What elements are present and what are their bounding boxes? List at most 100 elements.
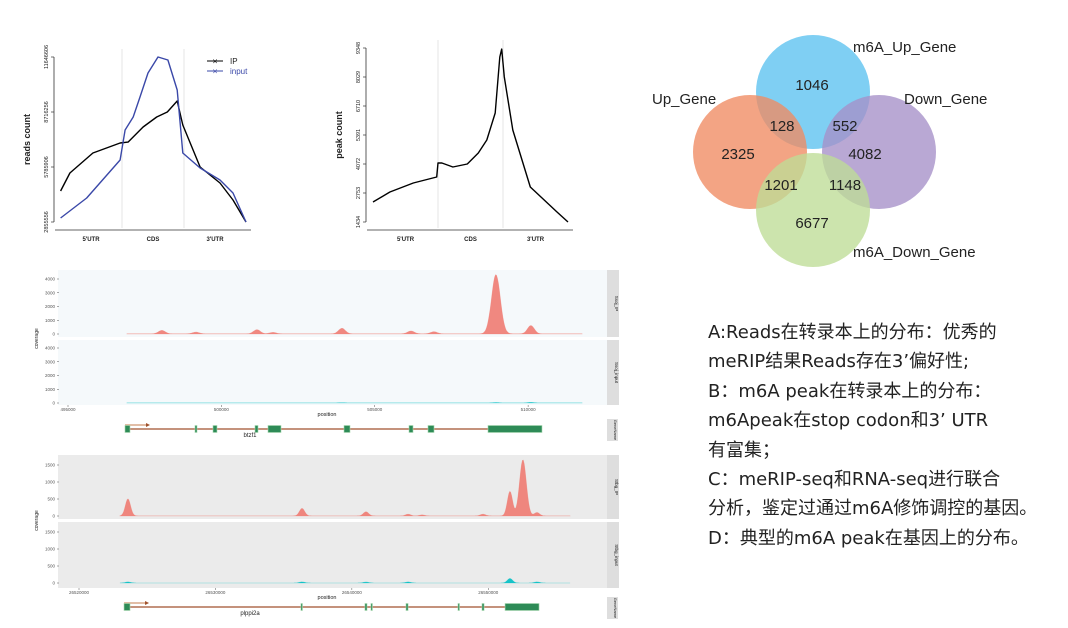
strand-arrowhead-icon (145, 423, 150, 427)
venn-count: 1046 (795, 77, 828, 94)
coverage-area-Stbg_input (119, 578, 571, 584)
y-tick-label: 8029 (356, 71, 362, 83)
y-tick-label: 0 (52, 401, 55, 406)
venn-count: 4082 (848, 146, 881, 163)
venn-overlap-count: 1201 (764, 177, 797, 194)
exon (405, 603, 409, 611)
y-tick-label: 2000 (45, 304, 56, 309)
caption-line: C：meRIP-seq和RNA-seq进行联合 (708, 468, 1001, 490)
exon (300, 603, 303, 611)
y-tick-label: 4072 (356, 158, 362, 170)
caption-line: D：典型的m6A peak在基因上的分布。 (708, 527, 1029, 549)
exon (194, 425, 198, 433)
y-tick-label: 3000 (45, 359, 56, 364)
y-tick-label: 1434 (356, 216, 362, 228)
exon (457, 603, 460, 611)
venn-count: 6677 (795, 215, 828, 232)
exon (267, 425, 282, 433)
strand-arrowhead-icon (145, 601, 150, 605)
caption-line: 有富集； (708, 439, 780, 461)
exon (427, 425, 435, 433)
y-tick-label: 5785906 (44, 156, 50, 177)
y-tick-label: 1500 (45, 530, 56, 535)
y-axis-label: reads count (22, 114, 32, 165)
y-tick-label: 6710 (356, 100, 362, 112)
exon (487, 425, 543, 433)
y-tick-label: 500 (47, 497, 55, 502)
gene-name-label: btzf1 (243, 433, 257, 439)
series-line-peak (372, 48, 569, 223)
caption-line: meRIP结果Reads存在3’偏好性; (708, 351, 970, 373)
x-tick-label: 510000 (521, 407, 537, 412)
x-category-label: 5'UTR (397, 237, 415, 243)
venn-set-label: Down_Gene (904, 91, 987, 108)
y-axis-label: coverage (34, 328, 40, 349)
x-tick-label: 505000 (367, 407, 383, 412)
gene-name-label: plppi2a (240, 611, 260, 617)
x-tick-label: 26540000 (342, 590, 363, 595)
y-tick-label: 2000 (45, 373, 56, 378)
venn-circle-m6A_Down_Gene (756, 153, 870, 267)
caption-line: m6Apeak在stop codon和3’ UTR (708, 410, 989, 432)
y-tick-label: 2753 (356, 187, 362, 199)
x-tick-label: 26550000 (478, 590, 499, 595)
venn-set-label: Up_Gene (652, 91, 716, 108)
y-tick-label: 5391 (356, 129, 362, 141)
y-tick-label: 1000 (45, 480, 56, 485)
exon (504, 603, 540, 611)
exon (124, 425, 131, 433)
x-category-label: CDS (147, 237, 160, 243)
track-strip-label: Ssoj_input (614, 362, 619, 384)
venn-set-label: m6A_Up_Gene (853, 39, 956, 56)
y-tick-label: 3000 (45, 290, 56, 295)
x-tick-label: 495000 (60, 407, 76, 412)
venn-overlap-count: 552 (832, 118, 857, 135)
x-axis-label: position (318, 595, 337, 601)
track-strip (607, 340, 619, 405)
y-tick-label: 0 (52, 514, 55, 519)
y-tick-label: 1000 (45, 318, 56, 323)
y-tick-label: 4000 (45, 277, 56, 282)
y-tick-label: 4000 (45, 346, 56, 351)
venn-set-label: m6A_Down_Gene (853, 244, 976, 261)
exon (343, 425, 351, 433)
track-strip-label: Ssoj_IP (614, 296, 619, 312)
legend-marker-icon: × (212, 68, 218, 76)
x-category-label: CDS (464, 237, 477, 243)
coverage-area-Ssoj_input (126, 402, 583, 404)
track-panel-Ssoj_IP (58, 270, 607, 337)
x-tick-label: 500000 (214, 407, 230, 412)
x-category-label: 3'UTR (527, 237, 545, 243)
venn-count: 2325 (721, 146, 754, 163)
x-category-label: 5'UTR (82, 237, 100, 243)
venn-overlap-count: 1148 (829, 177, 861, 194)
caption-line: 分析，鉴定过通过m6A修饰调控的基因。 (708, 498, 1038, 520)
exon (254, 425, 259, 433)
series-line-IP (59, 100, 247, 223)
venn-overlap-count: 128 (769, 118, 794, 135)
y-tick-label: 500 (47, 564, 55, 569)
y-tick-label: 0 (52, 581, 55, 586)
y-tick-label: 2855556 (44, 211, 50, 232)
y-axis-label: peak count (334, 111, 344, 159)
x-tick-label: 26520000 (69, 590, 90, 595)
y-axis-label: coverage (34, 510, 40, 531)
exon (370, 603, 373, 611)
track-strip-label: Stbg_input (614, 544, 619, 566)
track-strip (607, 455, 619, 519)
y-tick-label: 11646606 (44, 45, 50, 69)
x-tick-label: 26530000 (205, 590, 226, 595)
gene-strip (607, 597, 618, 619)
y-tick-label: 1000 (45, 547, 56, 552)
y-tick-label: 1000 (45, 387, 56, 392)
exon (212, 425, 218, 433)
track-strip-label: Stbg_IP (614, 479, 619, 495)
exon (408, 425, 414, 433)
legend-label: input (230, 67, 248, 76)
gene-strip (607, 419, 618, 441)
x-category-label: 3'UTR (206, 237, 224, 243)
track-strip (607, 522, 619, 588)
track-panel-Stbg_input (58, 522, 607, 588)
track-strip (607, 270, 619, 337)
